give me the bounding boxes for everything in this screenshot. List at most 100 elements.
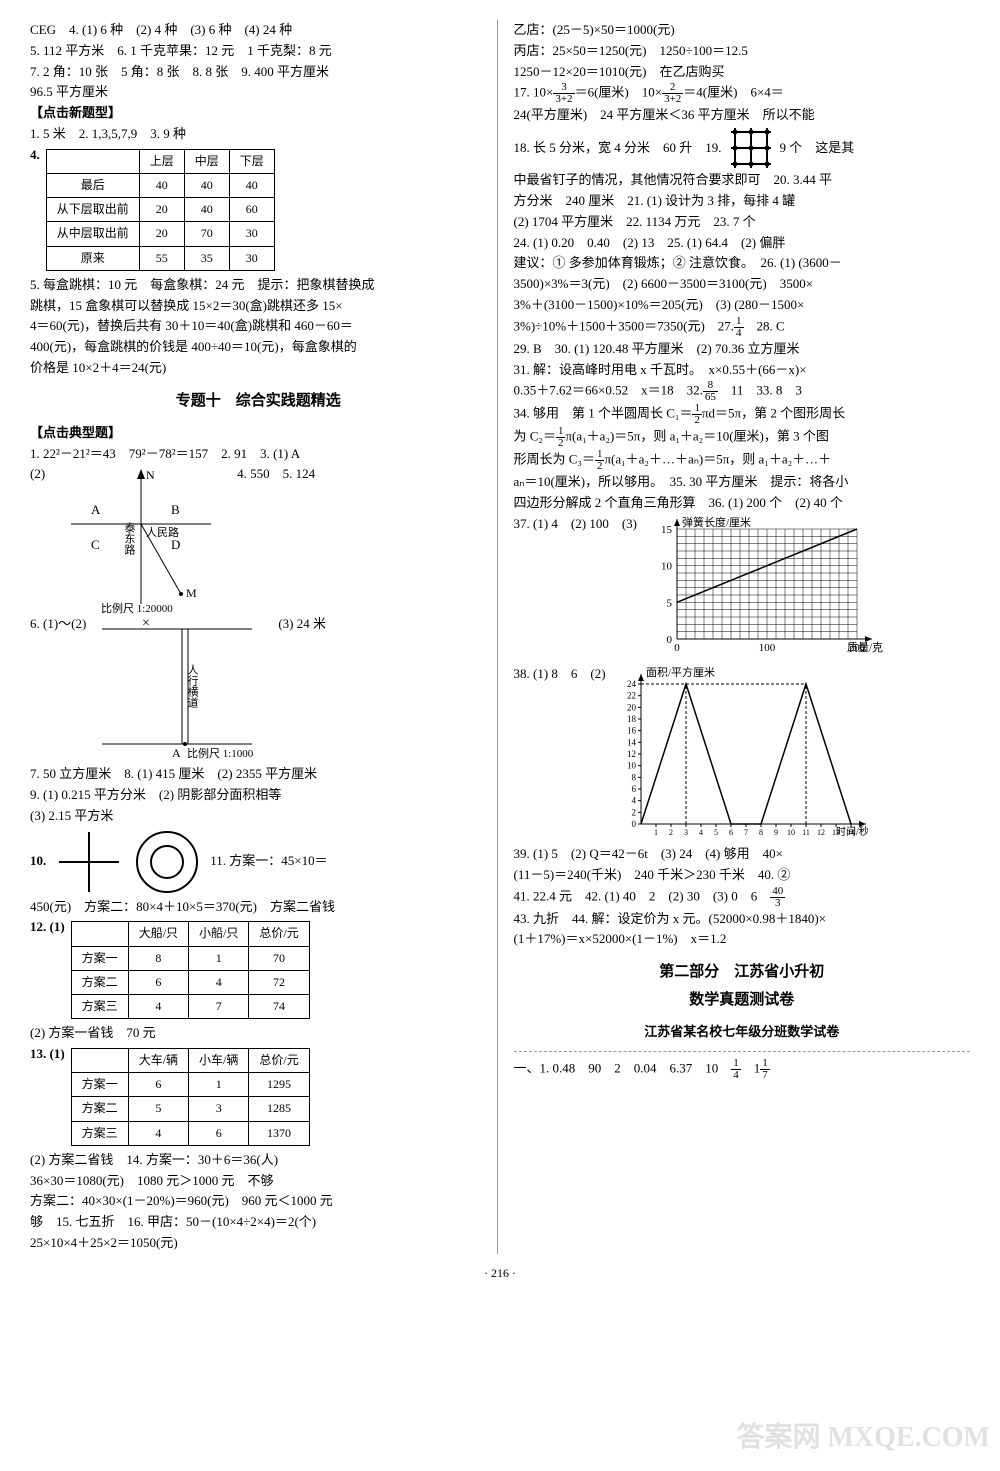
part2-subtitle: 数学真题测试卷 xyxy=(514,988,971,1012)
subsection-heading: 【点击典型题】 xyxy=(30,423,487,444)
text-line: 38. (1) 8 6 (2) 024681012141618202224123… xyxy=(514,664,971,844)
chart-38: 0246810121416182022241234567891011121314… xyxy=(606,664,886,844)
svg-text:C: C xyxy=(91,537,100,552)
text-line: 9. (1) 0.215 平方分米 (2) 阴影部分面积相等 xyxy=(30,785,487,806)
svg-text:D: D xyxy=(171,537,180,552)
table-row: 上层 中层 下层 xyxy=(46,149,274,173)
text-line: 43. 九折 44. 解：设定价为 x 元。(52000×0.98＋1840)× xyxy=(514,909,971,930)
svg-text:0: 0 xyxy=(666,634,672,646)
svg-text:2: 2 xyxy=(631,807,636,817)
svg-text:8: 8 xyxy=(631,772,636,782)
table-row: 方案二531285 xyxy=(71,1097,309,1121)
text-line: 31. 解：设高峰时用电 x 千瓦时。 x×0.55＋(66－x)× xyxy=(514,360,971,381)
text-line: (2) 方案二省钱 14. 方案一：30＋6＝36(人) xyxy=(30,1150,487,1171)
svg-text:2: 2 xyxy=(669,828,673,837)
text-line: 34. 够用 第 1 个半圆周长 C₁＝12πd＝5π，第 2 个图形周长 xyxy=(514,403,971,426)
text-line: 25×10×4＋25×2＝1050(元) xyxy=(30,1233,487,1254)
text-line: 17. 10×33+2＝6(厘米) 10×23+2＝4(厘米) 6×4＝ xyxy=(514,82,971,105)
svg-text:10: 10 xyxy=(661,561,673,573)
exam-title: 江苏省某名校七年级分班数学试卷 xyxy=(514,1022,971,1043)
svg-text:人行横道: 人行横道 xyxy=(186,664,199,708)
svg-text:11: 11 xyxy=(802,828,810,837)
table-row: 方案一611295 xyxy=(71,1073,309,1097)
walk-diagram: × 人行横道 A 比例尺 1:1000 xyxy=(92,614,272,764)
text-line: (1＋17%)＝x×52000×(1－1%) x＝1.2 xyxy=(514,929,971,950)
road-diagram: A B C D N 泰东路 人民路 M 比例尺 1:20000 xyxy=(51,464,231,614)
text-line: 丙店：25×50＝1250(元) 1250÷100＝12.5 xyxy=(514,41,971,62)
text-line: 1. 22²－21²＝43 79²－78²＝157 2. 91 3. (1) A xyxy=(30,444,487,465)
right-column: 乙店：(25－5)×50＝1000(元) 丙店：25×50＝1250(元) 12… xyxy=(510,20,971,1254)
svg-text:14: 14 xyxy=(627,737,637,747)
text-line: 41. 22.4 元 42. (1) 40 2 (2) 30 (3) 0 6 4… xyxy=(514,886,971,909)
svg-text:B: B xyxy=(171,502,180,517)
text-line: 7. 50 立方厘米 8. (1) 415 厘米 (2) 2355 平方厘米 xyxy=(30,764,487,785)
svg-text:×: × xyxy=(142,616,150,631)
svg-text:3: 3 xyxy=(684,828,688,837)
text-line: 乙店：(25－5)×50＝1000(元) xyxy=(514,20,971,41)
subsection-heading: 【点击新题型】 xyxy=(30,103,487,124)
text-line: 24. (1) 0.20 0.40 (2) 13 25. (1) 64.4 (2… xyxy=(514,233,971,254)
page-number: · 216 · xyxy=(30,1264,970,1283)
svg-text:24: 24 xyxy=(627,679,637,689)
section-title: 专题十 综合实践题精选 xyxy=(30,389,487,413)
table-12: 大船/只小船/只总价/元 方案一8170 方案二6472 方案三4774 xyxy=(71,921,310,1019)
text-line: 一、1. 0.48 90 2 0.04 6.37 10 14 117 xyxy=(514,1058,971,1081)
svg-text:12: 12 xyxy=(627,749,636,759)
text-line: 建议：① 多参加体育锻炼；② 注意饮食。 26. (1) (3600－ xyxy=(514,253,971,274)
table-row: 从下层取出前204060 xyxy=(46,198,274,222)
text-line: 5. 每盒跳棋：10 元 每盒象棋：24 元 提示：把象棋替换成 xyxy=(30,275,487,296)
text-line: 29. B 30. (1) 120.48 平方厘米 (2) 70.36 立方厘米 xyxy=(514,339,971,360)
side-text: (3) 24 米 xyxy=(278,614,326,635)
svg-text:6: 6 xyxy=(729,828,733,837)
text-line: 39. (1) 5 (2) Q＝42－6t (3) 24 (4) 够用 40× xyxy=(514,844,971,865)
svg-text:7: 7 xyxy=(744,828,748,837)
svg-text:15: 15 xyxy=(661,524,673,536)
text-line: 11. 方案一：45×10＝ xyxy=(210,851,327,872)
svg-text:4: 4 xyxy=(631,796,636,806)
text-line: 方分米 240 厘米 21. (1) 设计为 3 排，每排 4 罐 xyxy=(514,191,971,212)
svg-text:8: 8 xyxy=(759,828,763,837)
svg-text:4: 4 xyxy=(699,828,703,837)
text-line: 3%＋(3100－1500)×10%＝205(元) (3) (280－1500× xyxy=(514,295,971,316)
svg-text:10: 10 xyxy=(627,761,637,771)
svg-text:6: 6 xyxy=(631,784,636,794)
item-label: 10. xyxy=(30,851,46,872)
text-line: 5. 112 平方米 6. 1 千克苹果：12 元 1 千克梨：8 元 xyxy=(30,41,487,62)
ring-icon xyxy=(132,827,202,897)
svg-text:面积/平方厘米: 面积/平方厘米 xyxy=(646,665,715,679)
text-line: (2) 1704 平方厘米 22. 1134 万元 23. 7 个 xyxy=(514,212,971,233)
text-line: 450(元) 方案二：80×4＋10×5＝370(元) 方案二省钱 xyxy=(30,897,487,918)
svg-text:时间/秒: 时间/秒 xyxy=(836,825,869,838)
item-label: 13. (1) xyxy=(30,1044,65,1065)
text-line: aₙ＝10(厘米)，所以够用。 35. 30 平方厘米 提示：将各小 xyxy=(514,472,971,493)
svg-text:5: 5 xyxy=(714,828,718,837)
item-label: 4. xyxy=(30,145,40,166)
left-column: CEG 4. (1) 6 种 (2) 4 种 (3) 6 种 (4) 24 种 … xyxy=(30,20,498,1254)
text-line: 1. 5 米 2. 1,3,5,7,9 3. 9 种 xyxy=(30,124,487,145)
svg-text:比例尺 1:20000: 比例尺 1:20000 xyxy=(101,601,173,614)
watermark: 答案网 MXQE.COM xyxy=(736,1416,990,1461)
svg-text:A: A xyxy=(91,502,101,517)
table-4: 上层 中层 下层 最后404040 从下层取出前204060 从中层取出前207… xyxy=(46,149,275,271)
text-line: 3500)×3%＝3(元) (2) 6600－3500＝3100(元) 3500… xyxy=(514,274,971,295)
svg-text:18: 18 xyxy=(627,714,637,724)
svg-text:12: 12 xyxy=(817,828,825,837)
text-line: 4＝60(元)，替换后共有 30＋10＝40(盒)跳棋和 460－60＝ xyxy=(30,316,487,337)
svg-text:1: 1 xyxy=(654,828,658,837)
text-line: 四边形分解成 2 个直角三角形算 36. (1) 200 个 (2) 40 个 xyxy=(514,493,971,514)
table-row: 方案三4774 xyxy=(71,995,309,1019)
svg-text:泰东路: 泰东路 xyxy=(123,521,136,556)
svg-text:A: A xyxy=(172,746,181,760)
svg-text:M: M xyxy=(186,586,197,600)
text-line: 中最省钉子的情况，其他情况符合要求即可 20. 3.44 平 xyxy=(514,170,971,191)
svg-text:N: N xyxy=(146,468,155,482)
grid-icon xyxy=(726,126,776,170)
text-line: 0.35＋7.62＝66×0.52 x＝18 32.865 11 33. 8 3 xyxy=(514,380,971,403)
table-row: 从中层取出前207030 xyxy=(46,222,274,246)
text-line: 3%)÷10%＋1500＋3500＝7350(元) 27.14 28. C xyxy=(514,316,971,339)
text-line: 37. (1) 4 (2) 100 (3) 0510150100200弹簧长度/… xyxy=(514,514,971,664)
text-line: 18. 长 5 分米，宽 4 分米 60 升 19. 9 个 这是其 xyxy=(514,126,971,170)
svg-text:22: 22 xyxy=(627,691,636,701)
side-text: 4. 550 5. 124 xyxy=(237,464,315,485)
item-label: 6. (1)～(2) xyxy=(30,614,86,635)
